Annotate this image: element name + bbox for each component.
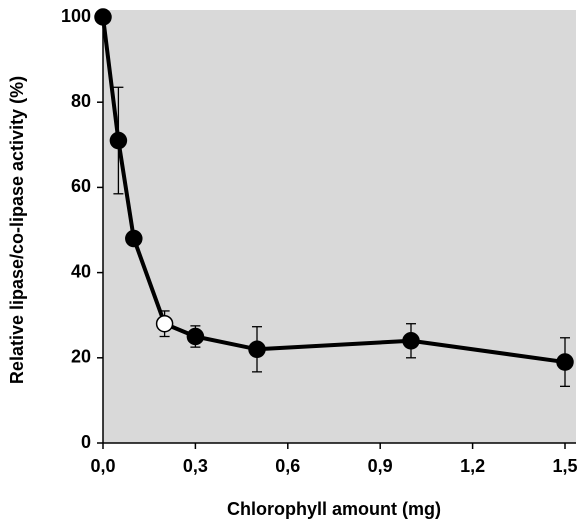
x-tick-label: 0,9 bbox=[368, 456, 393, 476]
x-tick-label: 1,5 bbox=[552, 456, 577, 476]
x-tick-label: 1,2 bbox=[460, 456, 485, 476]
data-point bbox=[248, 340, 266, 359]
data-point bbox=[402, 332, 420, 350]
y-tick-label: 100 bbox=[61, 6, 91, 26]
data-point bbox=[186, 327, 205, 346]
data-point bbox=[556, 353, 574, 371]
x-tick-label: 0,3 bbox=[183, 456, 208, 476]
y-tick-label: 40 bbox=[71, 261, 91, 281]
x-axis-label: Chlorophyll amount (mg) bbox=[227, 499, 441, 519]
y-axis-label: Relative lipase/co-lipase activity (%) bbox=[7, 76, 27, 384]
plot-background bbox=[103, 10, 576, 443]
data-point bbox=[125, 229, 143, 248]
series-line bbox=[101, 16, 566, 365]
x-tick-label: 0,6 bbox=[275, 456, 300, 476]
y-tick-label: 80 bbox=[71, 91, 91, 111]
data-point bbox=[155, 314, 174, 333]
x-tick-label: 0,0 bbox=[90, 456, 115, 476]
y-tick-label: 60 bbox=[71, 176, 91, 196]
data-point bbox=[109, 131, 128, 150]
y-tick-label: 20 bbox=[71, 347, 91, 367]
y-tick-label: 0 bbox=[81, 432, 91, 452]
data-point bbox=[94, 8, 112, 26]
